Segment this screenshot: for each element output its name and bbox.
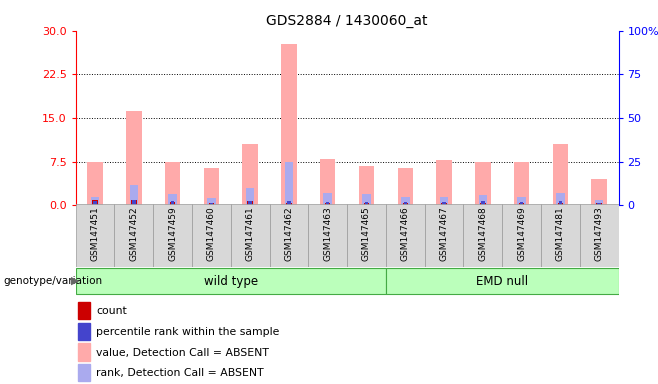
Bar xyxy=(442,202,447,205)
Bar xyxy=(192,204,231,267)
Bar xyxy=(92,200,98,205)
Bar xyxy=(281,43,297,205)
Text: GSM147467: GSM147467 xyxy=(440,206,449,261)
Text: percentile rank within the sample: percentile rank within the sample xyxy=(96,327,280,337)
Bar xyxy=(403,202,408,205)
Text: EMD null: EMD null xyxy=(476,275,528,288)
Bar xyxy=(170,202,175,205)
Text: GSM147493: GSM147493 xyxy=(595,206,603,261)
Text: GSM147481: GSM147481 xyxy=(556,206,565,261)
Bar xyxy=(130,185,138,205)
Bar xyxy=(325,202,330,205)
Bar xyxy=(320,159,336,205)
Bar xyxy=(580,204,619,267)
Bar xyxy=(287,201,291,205)
Bar xyxy=(478,195,487,205)
Bar xyxy=(347,204,386,267)
Bar xyxy=(270,204,309,267)
Bar xyxy=(403,202,407,205)
Bar xyxy=(76,204,114,267)
Bar xyxy=(309,204,347,267)
Text: GSM147468: GSM147468 xyxy=(478,206,488,261)
Bar xyxy=(592,179,607,205)
Text: GSM147465: GSM147465 xyxy=(362,206,371,261)
Bar xyxy=(595,200,603,205)
Bar xyxy=(153,204,192,267)
Bar xyxy=(76,268,386,294)
Text: GSM147451: GSM147451 xyxy=(91,206,99,261)
Text: GSM147459: GSM147459 xyxy=(168,206,177,261)
Bar xyxy=(88,162,103,205)
Bar xyxy=(517,197,526,205)
Bar xyxy=(246,188,255,205)
Bar xyxy=(209,203,214,205)
Bar xyxy=(242,144,258,205)
Bar xyxy=(131,200,137,205)
Bar xyxy=(480,202,486,205)
Bar xyxy=(436,160,452,205)
Bar xyxy=(324,193,332,205)
Bar xyxy=(424,204,463,267)
Bar xyxy=(78,323,90,340)
Bar xyxy=(362,194,370,205)
Bar xyxy=(481,201,484,205)
Bar xyxy=(114,204,153,267)
Text: GSM147469: GSM147469 xyxy=(517,206,526,261)
Bar xyxy=(553,144,568,205)
Bar xyxy=(247,201,253,205)
Bar xyxy=(502,204,541,267)
Bar xyxy=(475,162,491,205)
Text: GSM147463: GSM147463 xyxy=(323,206,332,261)
Bar xyxy=(541,204,580,267)
Bar xyxy=(171,201,174,205)
Text: GSM147461: GSM147461 xyxy=(245,206,255,261)
Bar xyxy=(91,197,99,205)
Text: GSM147466: GSM147466 xyxy=(401,206,410,261)
Bar xyxy=(463,204,502,267)
Bar xyxy=(597,202,601,205)
Bar xyxy=(386,268,619,294)
Bar xyxy=(165,162,180,205)
Bar xyxy=(126,111,141,205)
Bar xyxy=(78,343,90,361)
Bar xyxy=(132,200,136,205)
Bar xyxy=(286,202,291,205)
Text: rank, Detection Call = ABSENT: rank, Detection Call = ABSENT xyxy=(96,368,264,378)
Bar xyxy=(249,201,252,205)
Bar xyxy=(203,167,219,205)
Bar xyxy=(168,194,177,205)
Text: GSM147462: GSM147462 xyxy=(284,206,293,261)
Bar xyxy=(231,204,270,267)
Bar xyxy=(557,202,563,205)
Bar xyxy=(397,168,413,205)
Text: value, Detection Call = ABSENT: value, Detection Call = ABSENT xyxy=(96,348,269,358)
Bar xyxy=(78,302,90,319)
Bar xyxy=(364,202,369,205)
Bar xyxy=(559,201,562,205)
Bar xyxy=(442,202,445,205)
Bar xyxy=(440,197,448,205)
Bar xyxy=(401,197,409,205)
Bar xyxy=(285,162,293,205)
Text: GSM147460: GSM147460 xyxy=(207,206,216,261)
Text: genotype/variation: genotype/variation xyxy=(3,276,103,286)
Title: GDS2884 / 1430060_at: GDS2884 / 1430060_at xyxy=(266,14,428,28)
Bar xyxy=(359,166,374,205)
Bar xyxy=(210,202,213,205)
Bar xyxy=(207,199,216,205)
Bar xyxy=(519,202,524,205)
Text: ▶: ▶ xyxy=(71,276,80,286)
Bar xyxy=(556,193,565,205)
Text: GSM147452: GSM147452 xyxy=(130,206,138,261)
Bar xyxy=(365,202,368,205)
Bar xyxy=(514,162,529,205)
Text: wild type: wild type xyxy=(204,275,258,288)
Bar xyxy=(78,364,90,381)
Text: count: count xyxy=(96,306,127,316)
Bar xyxy=(386,204,424,267)
Bar xyxy=(596,202,602,205)
Bar xyxy=(93,201,97,205)
Bar xyxy=(520,202,523,205)
Bar xyxy=(326,202,330,205)
